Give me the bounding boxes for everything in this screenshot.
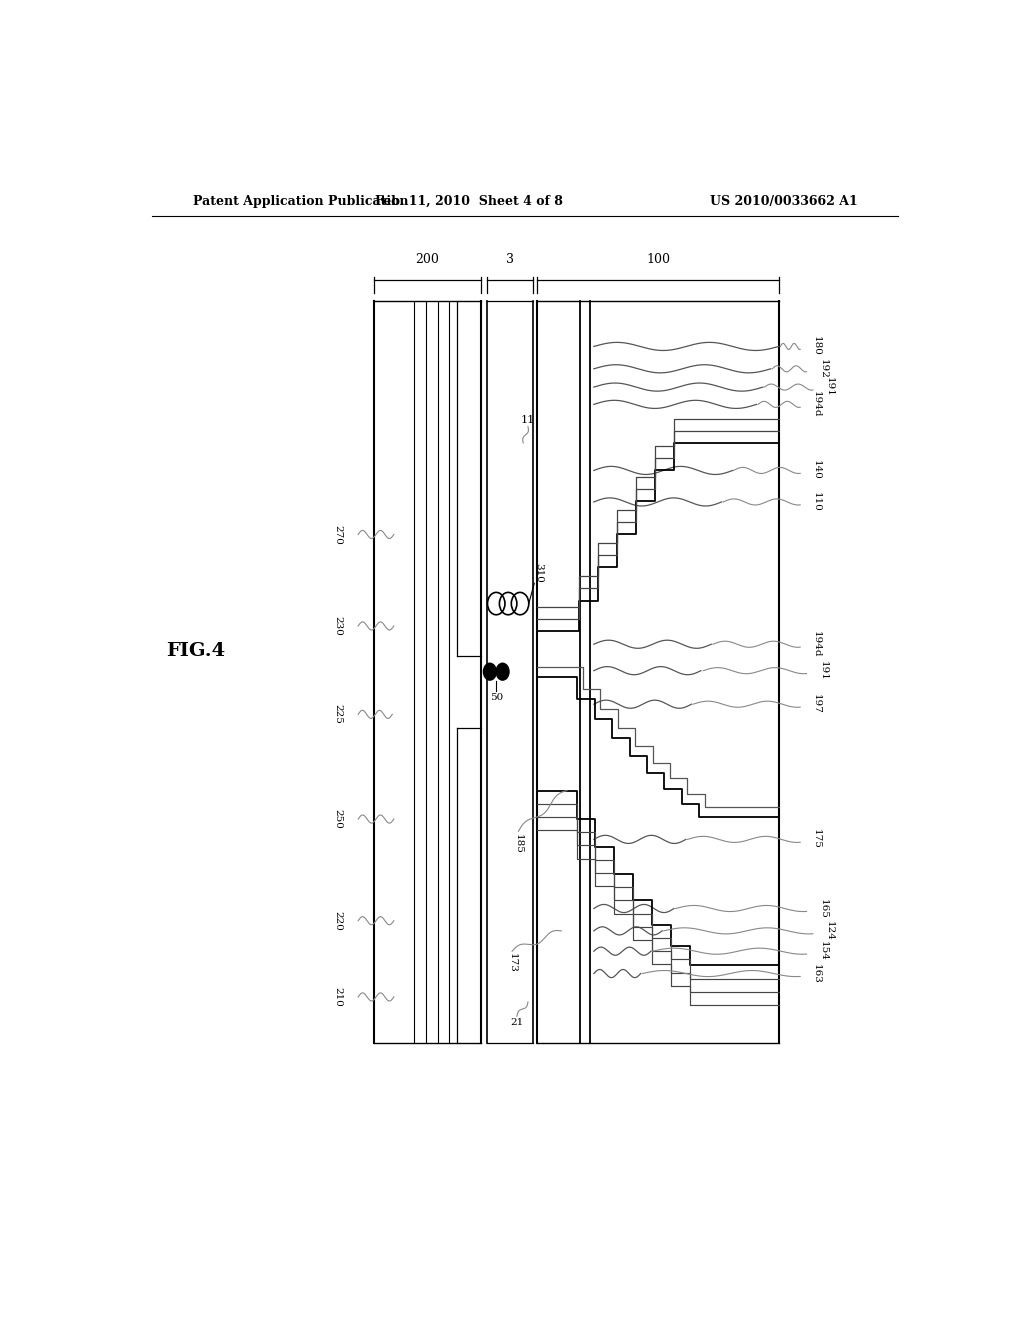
Text: 11: 11 <box>521 414 536 425</box>
Text: 21: 21 <box>510 1018 523 1027</box>
Text: 197: 197 <box>812 694 821 714</box>
Text: 180: 180 <box>812 337 821 356</box>
Text: 250: 250 <box>333 809 342 829</box>
Text: 154: 154 <box>818 941 827 961</box>
Circle shape <box>496 663 510 681</box>
Text: 210: 210 <box>333 987 342 1007</box>
Circle shape <box>482 663 497 681</box>
Text: 185: 185 <box>514 834 523 854</box>
Text: 194d: 194d <box>812 391 821 417</box>
Text: 230: 230 <box>333 616 342 636</box>
Text: 50: 50 <box>489 693 503 702</box>
Text: 163: 163 <box>812 964 821 983</box>
Text: FIG.4: FIG.4 <box>166 643 225 660</box>
Text: 3: 3 <box>506 253 514 267</box>
Text: 310: 310 <box>535 564 544 583</box>
Text: 191: 191 <box>824 378 834 397</box>
Text: 110: 110 <box>812 492 821 512</box>
Text: 175: 175 <box>812 829 821 849</box>
Text: Feb. 11, 2010  Sheet 4 of 8: Feb. 11, 2010 Sheet 4 of 8 <box>376 194 563 207</box>
Text: 220: 220 <box>333 911 342 931</box>
Text: 124: 124 <box>824 921 834 941</box>
Text: 192: 192 <box>818 359 827 379</box>
Text: 194d: 194d <box>812 631 821 657</box>
Text: US 2010/0033662 A1: US 2010/0033662 A1 <box>711 194 858 207</box>
Text: 173: 173 <box>508 953 516 973</box>
Text: 225: 225 <box>333 705 342 725</box>
Text: Patent Application Publication: Patent Application Publication <box>194 194 409 207</box>
Text: 140: 140 <box>812 461 821 480</box>
Text: 191: 191 <box>818 661 827 681</box>
Text: 100: 100 <box>646 253 670 267</box>
Text: 270: 270 <box>333 524 342 544</box>
Text: 200: 200 <box>416 253 439 267</box>
Text: 165: 165 <box>818 899 827 919</box>
